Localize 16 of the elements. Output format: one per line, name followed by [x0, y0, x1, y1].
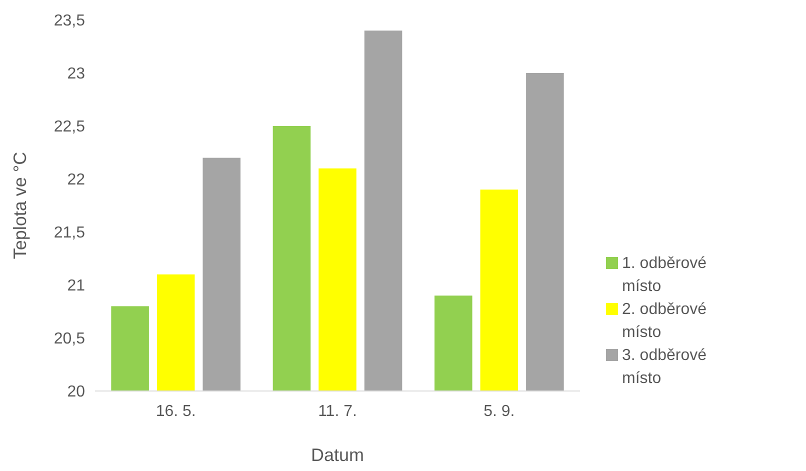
legend-label: 2. odběrové místo — [622, 301, 707, 341]
y-tick-label: 20 — [67, 384, 86, 401]
y-tick-label: 23 — [67, 66, 86, 83]
x-tick-label: 16. 5. — [156, 403, 196, 420]
legend-label: 3. odběrové místo — [622, 347, 707, 387]
x-tick-label: 5. 9. — [484, 403, 515, 420]
x-tick-label: 11. 7. — [318, 403, 357, 420]
y-tick-label: 22 — [67, 172, 86, 189]
y-axis-title: Teplota ve °C — [10, 152, 30, 260]
y-tick-label: 22,5 — [54, 118, 86, 136]
x-axis-title: Datum — [310, 445, 364, 465]
y-tick-label: 23,5 — [54, 12, 86, 30]
legend-label: 1. odběrové místo — [622, 255, 707, 295]
y-tick-label: 20,5 — [54, 330, 86, 348]
y-tick-label: 21,5 — [54, 224, 86, 242]
y-tick-label: 21 — [67, 278, 86, 295]
